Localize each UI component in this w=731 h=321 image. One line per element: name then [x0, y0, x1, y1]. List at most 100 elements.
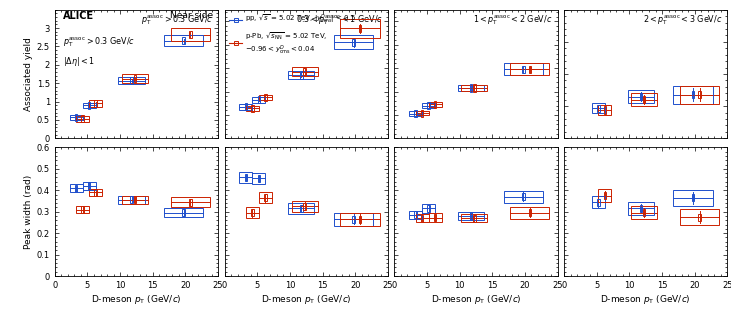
Bar	[189, 198, 192, 205]
Bar	[529, 66, 531, 73]
Bar	[257, 175, 260, 182]
Bar	[183, 37, 185, 44]
Bar	[359, 25, 361, 32]
Bar	[643, 96, 645, 103]
Bar	[415, 111, 428, 116]
Bar	[76, 116, 89, 122]
Bar	[640, 93, 642, 100]
Bar	[428, 102, 430, 109]
Bar	[264, 194, 267, 201]
Bar	[510, 207, 550, 219]
Bar	[122, 196, 148, 204]
Bar	[164, 208, 203, 218]
Bar	[592, 103, 605, 113]
Bar	[461, 214, 488, 222]
Bar	[409, 211, 422, 219]
Bar	[341, 213, 379, 226]
Bar	[246, 106, 259, 111]
Bar	[189, 31, 192, 38]
Bar	[81, 206, 84, 213]
Bar	[69, 184, 83, 192]
Bar	[640, 205, 642, 212]
Bar	[421, 109, 423, 117]
Bar	[130, 196, 133, 204]
Bar	[171, 28, 210, 41]
Bar	[303, 68, 306, 75]
Bar	[628, 202, 654, 215]
Bar	[118, 77, 145, 84]
Bar	[69, 115, 83, 120]
X-axis label: D-meson $p_{\rm T}$ (GeV/$c$): D-meson $p_{\rm T}$ (GeV/$c$)	[91, 293, 182, 306]
Bar	[604, 192, 606, 199]
Text: ALICE: ALICE	[63, 11, 94, 21]
Text: $p_{\rm T}^{\rm assoc} > 0.3$ GeV/$c$: $p_{\rm T}^{\rm assoc} > 0.3$ GeV/$c$	[141, 13, 213, 27]
Bar	[94, 100, 97, 107]
Bar	[421, 215, 423, 222]
Bar	[88, 102, 91, 109]
Bar	[428, 205, 430, 212]
Y-axis label: Peak width (rad): Peak width (rad)	[23, 175, 33, 249]
Bar	[428, 213, 442, 222]
Bar	[698, 213, 701, 221]
Bar	[259, 95, 272, 100]
Bar	[673, 190, 713, 206]
X-axis label: D-meson $p_{\rm T}$ (GeV/$c$): D-meson $p_{\rm T}$ (GeV/$c$)	[431, 293, 521, 306]
Bar	[244, 174, 247, 181]
Bar	[334, 35, 373, 49]
Bar	[604, 107, 606, 114]
Bar	[94, 189, 97, 196]
Bar	[292, 201, 318, 212]
Bar	[134, 196, 136, 204]
Bar	[251, 209, 254, 216]
Bar	[251, 105, 254, 112]
Bar	[183, 209, 185, 216]
Bar	[252, 97, 265, 102]
X-axis label: D-meson $p_{\rm T}$ (GeV/$c$): D-meson $p_{\rm T}$ (GeV/$c$)	[261, 293, 352, 306]
Bar	[529, 209, 531, 216]
Bar	[631, 206, 657, 219]
Bar	[76, 206, 89, 213]
Bar	[470, 213, 472, 220]
Bar	[409, 111, 422, 116]
Bar	[89, 100, 102, 107]
Bar	[300, 72, 303, 79]
Text: $|\Delta\eta| < 1$: $|\Delta\eta| < 1$	[63, 55, 95, 68]
Bar	[171, 197, 210, 207]
Bar	[292, 67, 318, 76]
Bar	[300, 205, 303, 212]
Bar	[422, 103, 435, 108]
Bar	[458, 85, 484, 91]
Bar	[130, 77, 133, 84]
Bar	[599, 105, 611, 115]
Bar	[597, 105, 599, 112]
Text: $1 < p_{\rm T}^{\rm assoc} < 2$ GeV/$c$: $1 < p_{\rm T}^{\rm assoc} < 2$ GeV/$c$	[473, 13, 553, 27]
Bar	[470, 84, 472, 91]
Bar	[415, 214, 428, 222]
Bar	[473, 215, 476, 222]
Bar	[244, 103, 247, 110]
Bar	[434, 101, 436, 108]
Bar	[461, 85, 488, 91]
Bar	[510, 64, 550, 75]
Bar	[83, 182, 96, 190]
Bar	[628, 90, 654, 103]
Bar	[522, 193, 525, 200]
Bar	[631, 93, 657, 106]
Bar	[81, 115, 84, 122]
Bar	[264, 94, 267, 101]
Bar	[434, 214, 436, 221]
Bar	[428, 102, 442, 107]
Bar	[599, 189, 611, 202]
Text: $0.3 < p_{\rm T}^{\rm assoc} < 1$ GeV/$c$: $0.3 < p_{\rm T}^{\rm assoc} < 1$ GeV/$c…	[296, 13, 383, 27]
Bar	[522, 66, 525, 73]
Bar	[504, 64, 543, 75]
Bar	[341, 19, 379, 38]
Bar	[239, 104, 252, 109]
Bar	[359, 216, 361, 223]
Bar	[352, 39, 355, 46]
Bar	[83, 103, 96, 108]
Y-axis label: Associated yield: Associated yield	[23, 37, 33, 111]
Bar	[239, 172, 252, 183]
Bar	[504, 191, 543, 203]
Bar	[414, 110, 417, 117]
